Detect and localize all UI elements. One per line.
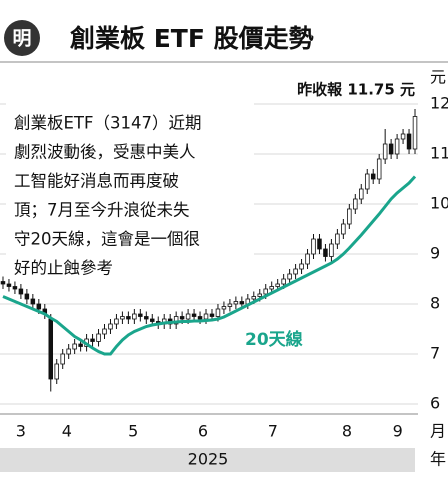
body-text-line: 守20天線，這會是一個很 [14, 230, 200, 249]
candle-body [359, 188, 364, 200]
candle-body [66, 348, 71, 355]
candle-body [251, 296, 257, 300]
last-close-note: 昨收報 11.75 元 [297, 81, 415, 99]
x-tick-label: 9 [393, 422, 403, 441]
candle-body [281, 278, 286, 285]
candle-body [335, 233, 340, 245]
x-tick-label: 5 [128, 422, 138, 441]
candle-body [30, 298, 36, 305]
x-tick-label: 4 [62, 422, 72, 441]
logo-badge [4, 20, 40, 56]
candle-body [353, 198, 358, 210]
candle-body [114, 318, 119, 325]
candle-body [215, 308, 221, 317]
candle-body [305, 253, 310, 265]
candle-body [60, 353, 65, 365]
candle-body [126, 316, 131, 320]
chart-title: 創業板 ETF 股價走勢 [70, 24, 314, 53]
x-tick-label: 8 [342, 422, 352, 441]
moving-average-line [2, 175, 417, 356]
text-box [6, 100, 254, 276]
x-tick-label: 7 [268, 422, 278, 441]
candle-body [96, 333, 101, 342]
body-text-line: 好的止蝕參考 [14, 259, 113, 278]
candle-body [132, 313, 137, 320]
candle-body [102, 328, 107, 335]
moving-average-label: 20天線 [245, 329, 303, 350]
candle-body [341, 223, 346, 235]
candle-body [144, 316, 149, 320]
candle-body [0, 281, 6, 285]
candle-body [90, 338, 95, 342]
candle-body [203, 313, 209, 320]
y-tick-label: 12 [430, 94, 448, 113]
candle-body [191, 313, 197, 317]
candle-body [24, 293, 30, 300]
candle-body [36, 303, 42, 310]
candle-body [54, 363, 59, 380]
candle-body [370, 173, 376, 180]
candle-body [108, 323, 113, 330]
candle-body [299, 263, 304, 270]
candle-body [263, 288, 268, 295]
candle-body [364, 173, 370, 190]
candle-body [400, 133, 406, 140]
candle-body [388, 143, 394, 155]
body-text-line: 創業板ETF（3147）近期 [14, 114, 202, 133]
candle-body [6, 283, 12, 287]
x-tick-label: 3 [16, 422, 26, 441]
candle-body [185, 313, 191, 320]
year-band [0, 448, 415, 472]
candle-body [233, 301, 239, 305]
candle-body [239, 301, 245, 305]
candle-body [275, 283, 280, 287]
year-unit: 年 [430, 450, 446, 469]
logo-text: 明 [12, 28, 31, 50]
candle-body [120, 316, 125, 320]
candle-body [173, 316, 179, 325]
y-tick-label: 11 [430, 144, 448, 163]
candle-body [150, 318, 155, 322]
x-unit: 月 [430, 422, 446, 441]
candle-body [382, 143, 388, 160]
candle-body [329, 243, 334, 257]
candle-body [287, 273, 292, 280]
candle-body [72, 343, 77, 350]
candle-body [78, 343, 83, 347]
year-label: 2025 [188, 450, 229, 469]
candle-body [412, 116, 418, 150]
y-tick-label: 6 [430, 394, 440, 413]
y-tick-label: 9 [430, 244, 440, 263]
candle-body [18, 288, 24, 295]
candle-body [269, 286, 274, 290]
candle-body [138, 313, 143, 317]
candle-body [227, 303, 233, 307]
candle-body [293, 268, 298, 275]
x-tick-label: 6 [198, 422, 208, 441]
body-text-line: 工智能好消息而再度破 [14, 172, 179, 191]
candle-body [323, 248, 328, 257]
candle-body [197, 316, 203, 320]
body-text-line: 劇烈波動後，受惠中美人 [14, 143, 196, 162]
candle-body [376, 158, 382, 180]
candle-body [257, 293, 263, 297]
candle-body [406, 133, 412, 150]
candle-body [221, 306, 227, 310]
candle-body [12, 286, 18, 290]
y-tick-label: 10 [430, 194, 448, 213]
y-tick-label: 8 [430, 294, 440, 313]
candle-body [48, 318, 54, 380]
body-text-line: 頂；7月至今升浪從未失 [14, 201, 190, 220]
candle-body [311, 238, 316, 255]
y-tick-label: 7 [430, 344, 440, 363]
candle-body [317, 238, 322, 250]
candle-body [209, 313, 215, 317]
candle-body [394, 138, 400, 155]
candle-body [179, 316, 185, 320]
candle-body [347, 208, 352, 225]
y-unit: 元 [430, 68, 446, 87]
